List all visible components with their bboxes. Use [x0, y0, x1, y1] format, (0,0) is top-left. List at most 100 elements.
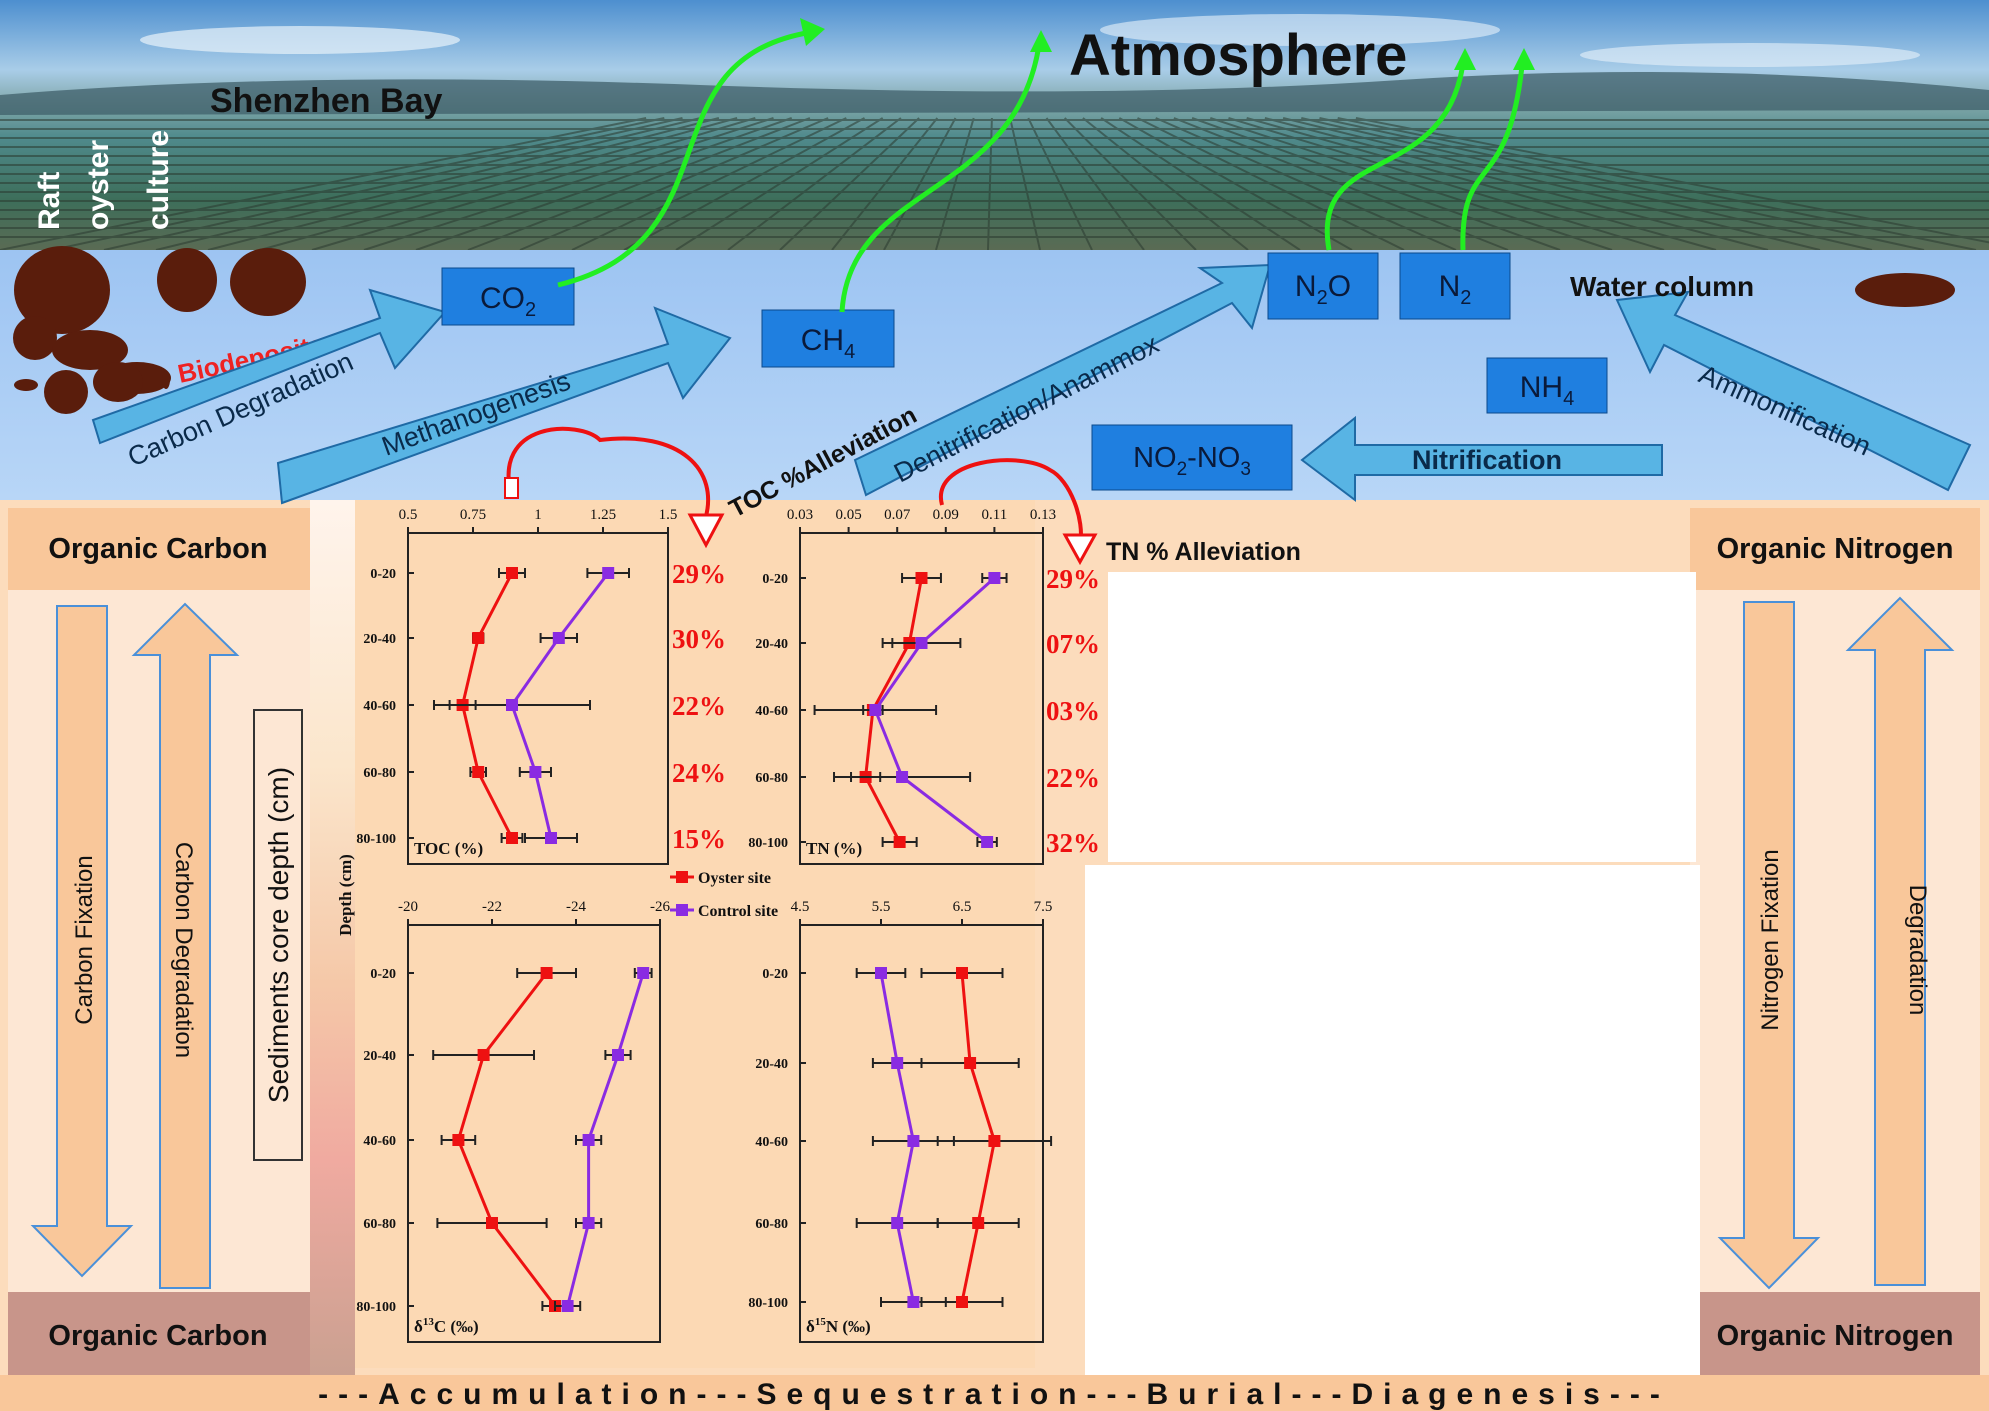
x-tick-label: 0.13 [1030, 507, 1056, 523]
data-point [869, 704, 882, 716]
x-tick-label: 0.09 [933, 507, 959, 523]
raft-label-line1: Raft [33, 172, 66, 230]
alleviation-percent: 03% [1046, 696, 1100, 726]
carbon-degradation-arrow [91, 288, 447, 445]
nitrogen-fixation-label: Nitrogen Fixation [1757, 849, 1784, 1030]
data-point [506, 832, 518, 844]
nh4-box [1486, 357, 1608, 414]
alleviation-percent: 30% [672, 624, 726, 654]
raft-line [415, 117, 793, 251]
cloud [1100, 14, 1500, 46]
depth-tick-label: 60-80 [755, 771, 788, 786]
data-point [545, 832, 557, 844]
footer-process-label: ---Accumulation---Sequestration---Burial… [318, 1378, 1670, 1411]
d13c-profile-chart: -20 -22 -24 -26 0-20 20-40 40-60 60-80 80-100 δ13… [356, 899, 670, 1343]
data-point [637, 967, 650, 979]
legend-marker [676, 871, 688, 883]
x-axis-label-part: C (‰) [434, 1317, 479, 1336]
carbon-degradation-side-label: Carbon Degradation [170, 842, 197, 1058]
organic-carbon-bottom-label: Organic Carbon [48, 1320, 267, 1352]
organic-carbon-top-box [8, 508, 310, 590]
denitrification-arrow [853, 263, 1272, 497]
tn-alleviation-label: TN % Alleviation [1106, 538, 1301, 566]
data-point [988, 572, 1001, 584]
raft-line [259, 117, 738, 251]
nitrogen-gene-panel [1108, 572, 1696, 862]
organic-carbon-bottom-box [8, 1292, 310, 1375]
plot-frame [799, 532, 1044, 865]
raft-line [623, 117, 865, 251]
x-tick-label: 1.25 [590, 507, 616, 523]
data-point [907, 1135, 920, 1147]
data-point [891, 1217, 904, 1229]
data-point [540, 967, 553, 979]
raft-line [467, 117, 811, 251]
x-axis-label: δ15N (‰) [806, 1316, 871, 1336]
toc-profile-chart: 0.5 0.75 1 1.25 1.5 0-20 20-40 40-60 60-80 80-100… [356, 507, 726, 865]
x-tick-label: 0.11 [982, 507, 1008, 523]
process-arrows [91, 263, 1972, 505]
depth-color-strip [310, 500, 355, 1380]
data-point [988, 1135, 1001, 1147]
cloud [1580, 43, 1920, 67]
x-axis-label-part: 13 [423, 1316, 435, 1328]
raft-line [363, 117, 774, 251]
data-point [875, 967, 887, 979]
depth-tick-label: 20-40 [363, 632, 396, 647]
n2-emission-arrow [1460, 55, 1526, 251]
data-point [561, 1300, 574, 1312]
data-point [506, 567, 518, 579]
raft-line [1209, 117, 1613, 251]
depth-tick-label: 60-80 [363, 1217, 396, 1232]
carbon-gene-panel [1085, 865, 1700, 1375]
carbon-degradation-up-arrow [131, 602, 240, 1289]
co2-box [441, 267, 575, 326]
nh4-label: NH4 [1520, 371, 1574, 410]
nitrogen-fixation-arrow [1717, 601, 1821, 1290]
right-panel [1690, 508, 1980, 1375]
cloud [140, 26, 460, 54]
alleviation-percent: 22% [672, 691, 726, 721]
data-point [582, 1217, 595, 1229]
gas-boxes: CO2 CH4 N2O N2 NH4 NO2-NO3 [441, 252, 1608, 491]
legend-marker [676, 904, 688, 916]
data-point [602, 567, 615, 579]
data-point [956, 1296, 968, 1308]
data-point [486, 1217, 498, 1229]
x-tick-label: 4.5 [791, 899, 810, 915]
depth-tick-label: 80-100 [356, 1300, 396, 1315]
data-point [915, 572, 928, 584]
plot-frame [407, 924, 661, 1343]
data-point [472, 632, 485, 644]
raft-line [779, 117, 920, 251]
plot-frame [799, 924, 1044, 1343]
carbon-fixation-arrow [30, 605, 134, 1278]
d15n-profile-chart: 4.5 5.5 6.5 7.5 0-20 20-40 40-60 60-80 80-100 δ15… [748, 899, 1052, 1343]
tn-alleviation-swoop [938, 458, 1083, 546]
x-tick-label: 0.03 [787, 507, 813, 523]
depth-tick-label: 0-20 [370, 567, 396, 582]
co2-emission-arrow [557, 29, 813, 288]
depth-tick-label: 0-20 [762, 572, 788, 587]
x-tick-label: -26 [650, 899, 670, 915]
x-axis-label: δ13C (‰) [414, 1316, 479, 1336]
methanogenesis-arrow [276, 306, 732, 505]
nitrification-label: Nitrification [1412, 445, 1562, 475]
toc-alleviation-swoop [506, 426, 711, 521]
raft-line [1118, 117, 1353, 251]
n2o-emission-arrow [1324, 55, 1467, 251]
x-tick-label: -22 [482, 899, 502, 915]
raft-line [1100, 117, 1301, 251]
raft-line [935, 117, 975, 251]
raft-line [1082, 117, 1249, 251]
depth-tick-label: 20-40 [755, 637, 788, 652]
organic-nitrogen-bottom-label: Organic Nitrogen [1717, 1320, 1954, 1352]
raft-line [311, 117, 756, 251]
x-tick-label: 0.75 [460, 507, 486, 523]
depth-tick-label: 40-60 [755, 1135, 788, 1150]
x-axis-label-part: 15 [815, 1316, 827, 1328]
data-point [477, 1049, 490, 1061]
x-axis-label-part: δ [806, 1317, 815, 1336]
ammonification-arrow [1615, 290, 1972, 492]
no2-no3-label: NO2-NO3 [1133, 442, 1251, 480]
